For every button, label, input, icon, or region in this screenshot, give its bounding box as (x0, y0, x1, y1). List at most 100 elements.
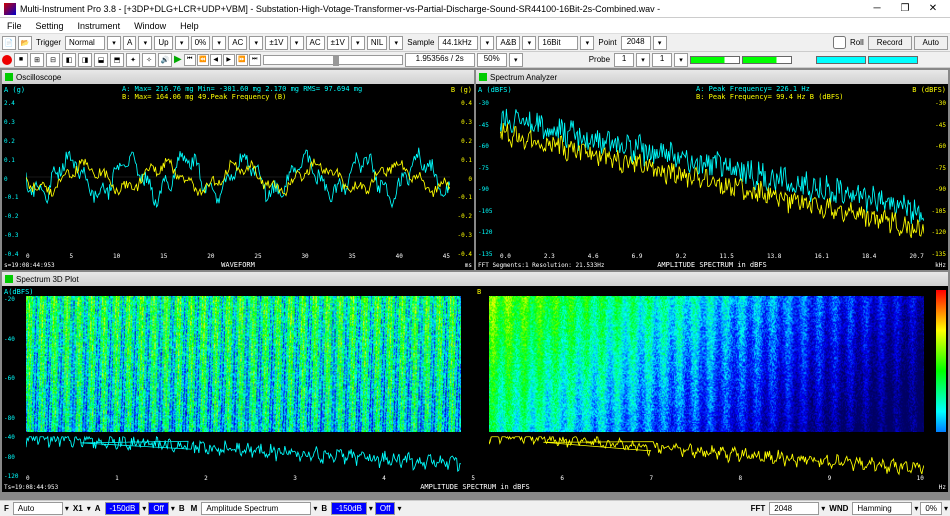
trigger-edge-select[interactable]: Up (154, 36, 172, 50)
stop-icon[interactable]: ■ (14, 53, 28, 67)
minimize-button[interactable]: ─ (864, 2, 890, 16)
range-b-select[interactable]: ±1V (327, 36, 349, 50)
status-amp[interactable]: Amplitude Spectrum (201, 502, 311, 515)
goto-start-icon[interactable]: ⏮ (184, 54, 196, 66)
titlebar: Multi-Instrument Pro 3.8 - [+3DP+DLG+LCR… (0, 0, 950, 18)
tool5-icon[interactable]: ⬓ (94, 53, 108, 67)
spec3d-xticks: 012345678910 (26, 475, 924, 482)
trigger-down-icon[interactable]: ▾ (107, 36, 121, 50)
spectrum-header[interactable]: Spectrum Analyzer (476, 70, 948, 84)
record-indicator-icon[interactable] (2, 55, 12, 65)
menu-help[interactable]: Help (177, 20, 202, 32)
auto-button[interactable]: Auto (914, 36, 948, 50)
menu-window[interactable]: Window (131, 20, 169, 32)
point-label: Point (596, 38, 618, 47)
colorbar (936, 290, 946, 452)
close-button[interactable]: ✕ (920, 2, 946, 16)
status-wndt[interactable]: Hamming (852, 502, 912, 515)
roll-label: Roll (848, 38, 866, 47)
tool1-icon[interactable]: ⊞ (30, 53, 44, 67)
rb-down-icon[interactable]: ▾ (351, 36, 365, 50)
status-val2[interactable]: -150dB (331, 502, 367, 515)
dev-down-icon[interactable]: ▾ (522, 36, 536, 50)
bits-select[interactable]: 16Bit (538, 36, 578, 50)
step-back-icon[interactable]: ◀ (210, 54, 222, 66)
oscilloscope-header[interactable]: Oscilloscope (2, 70, 474, 84)
goto-end-icon[interactable]: ⏭ (249, 54, 261, 66)
menubar: File Setting Instrument Window Help (0, 18, 950, 34)
points-field[interactable]: 2048 (621, 36, 651, 50)
tool4-icon[interactable]: ◨ (78, 53, 92, 67)
tool8-icon[interactable]: ✧ (142, 53, 156, 67)
ca-down-icon[interactable]: ▾ (249, 36, 263, 50)
tool7-icon[interactable]: ✦ (126, 53, 140, 67)
status-f-label: F (2, 504, 11, 513)
spec3d-icon (5, 275, 13, 283)
spectrum3d-title: Spectrum 3D Plot (16, 275, 79, 284)
step-fwd-icon[interactable]: ▶ (223, 54, 235, 66)
trigger-channel-select[interactable]: A (123, 36, 136, 50)
status-a-label: A (93, 504, 103, 513)
fast-fwd-icon[interactable]: ⏩ (236, 54, 248, 66)
rewind-icon[interactable]: ⏪ (197, 54, 209, 66)
tool2-icon[interactable]: ⊟ (46, 53, 60, 67)
p1-down-icon[interactable]: ▾ (636, 53, 650, 67)
spectrum3d-header[interactable]: Spectrum 3D Plot (2, 272, 948, 286)
status-val1[interactable]: -150dB (105, 502, 141, 515)
zoom-display[interactable]: 50% (477, 53, 507, 67)
maximize-button[interactable]: ❐ (892, 2, 918, 16)
open-icon[interactable]: 📂 (18, 36, 32, 50)
status-ovl[interactable]: 0% (920, 502, 942, 515)
new-icon[interactable]: 📄 (2, 36, 16, 50)
spec3d-yticks2-a: -40-80-120 (4, 434, 24, 480)
p2-down-icon[interactable]: ▾ (674, 53, 688, 67)
edge-down-icon[interactable]: ▾ (175, 36, 189, 50)
menu-setting[interactable]: Setting (33, 20, 67, 32)
tool6-icon[interactable]: ⬒ (110, 53, 124, 67)
coupling-b-select[interactable]: AC (306, 36, 325, 50)
spectrum-title: Spectrum Analyzer (490, 73, 557, 82)
roll-checkbox[interactable] (833, 36, 846, 49)
status-auto[interactable]: Auto (13, 502, 63, 515)
spec3d-ylabel-b: B (477, 288, 481, 296)
status-off2[interactable]: Off (375, 502, 396, 515)
menu-instrument[interactable]: Instrument (75, 20, 124, 32)
tool3-icon[interactable]: ◧ (62, 53, 76, 67)
probe1-field[interactable]: 1 (614, 53, 634, 67)
app-icon (4, 3, 16, 15)
ch-down-icon[interactable]: ▾ (138, 36, 152, 50)
coupling-a-select[interactable]: AC (228, 36, 247, 50)
bits-down-icon[interactable]: ▾ (580, 36, 594, 50)
status-fftn[interactable]: 2048 (769, 502, 819, 515)
samplerate-select[interactable]: 44.1kHz (438, 36, 478, 50)
range-a-select[interactable]: ±1V (265, 36, 287, 50)
statusbar: F Auto ▾ X1 ▾ A -150dB ▾ Off ▾ B M Ampli… (0, 500, 950, 516)
osc-xlabel: WAVEFORM (2, 261, 474, 269)
ra-down-icon[interactable]: ▾ (290, 36, 304, 50)
device-select[interactable]: A&B (496, 36, 520, 50)
sample-label: Sample (405, 38, 436, 47)
oscilloscope-body[interactable]: A: Max= 216.76 mg Min= -301.60 mg 2.170 … (2, 84, 474, 270)
trigger-mode-select[interactable]: Normal (65, 36, 105, 50)
time-slider[interactable] (263, 55, 403, 65)
spectrum-body[interactable]: A: Peak Frequency= 226.1 Hz B: Peak Freq… (476, 84, 948, 270)
trigger-level-select[interactable]: 0% (191, 36, 211, 50)
spectrum3d-panel: Spectrum 3D Plot A(dBFS) -20-40-60-80 -4… (2, 272, 948, 492)
spec3d-xlabel: AMPLITUDE SPECTRUM in dBFS (2, 483, 948, 491)
speaker-icon[interactable]: 🔊 (158, 53, 172, 67)
time-display: 1.95356s / 2s (405, 53, 475, 67)
spectrum3d-body[interactable]: A(dBFS) -20-40-60-80 -40-80-120 B (2, 286, 948, 492)
status-m-label: M (189, 504, 200, 513)
nil-select[interactable]: NIL (367, 36, 387, 50)
pts-down-icon[interactable]: ▾ (653, 36, 667, 50)
sr-down-icon[interactable]: ▾ (480, 36, 494, 50)
menu-file[interactable]: File (4, 20, 25, 32)
level-down-icon[interactable]: ▾ (212, 36, 226, 50)
zoom-down-icon[interactable]: ▾ (509, 53, 523, 67)
probe2-field[interactable]: 1 (652, 53, 672, 67)
record-button[interactable]: Record (868, 36, 912, 50)
status-off1[interactable]: Off (148, 502, 169, 515)
spec-ylabel-b: B (dBFS) (912, 86, 946, 94)
play-icon[interactable]: ▶ (174, 54, 182, 65)
nil-down-icon[interactable]: ▾ (389, 36, 403, 50)
